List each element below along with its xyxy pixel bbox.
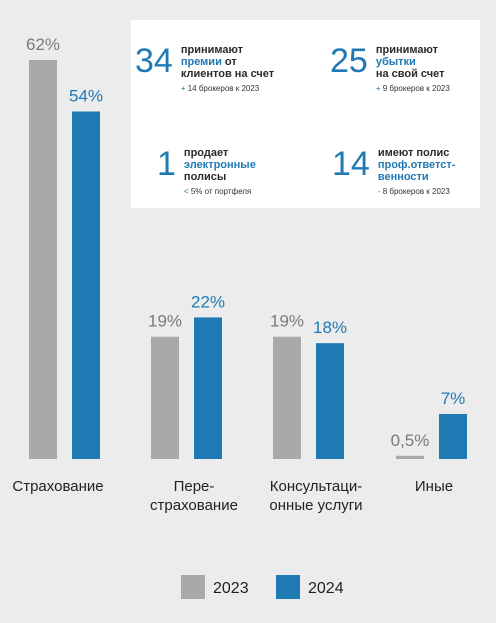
stat-note: 5% от портфеля	[188, 187, 252, 196]
stat-number: 14	[332, 145, 370, 183]
stat-note: 9 брокеров к 2023	[380, 84, 450, 93]
stat-e-policies: 1 продает электронные полисы < 5% от пор…	[157, 147, 256, 198]
stat-note-sign: <	[183, 187, 189, 196]
bar-2024-0	[72, 111, 100, 459]
category-label-3: Иные	[415, 478, 453, 495]
category-label-0: Страхование	[12, 478, 103, 495]
category-label-2: Консультаци-	[270, 478, 362, 495]
bar-2024-3	[439, 413, 467, 459]
stat-line-highlight: венности	[377, 171, 429, 183]
stat-number: 25	[330, 42, 368, 80]
stat-note: 8 брокеров к 2023	[380, 187, 450, 196]
stat-note-sign: +	[180, 84, 186, 93]
data-label-2023-2: 19%	[270, 312, 304, 331]
bar-2023-0	[29, 60, 57, 459]
stat-line: полисы	[183, 171, 227, 183]
data-label-2023-1: 19%	[148, 312, 182, 331]
bar-2023-1	[151, 336, 179, 459]
stat-line: на свой счет	[375, 68, 445, 80]
stat-line-highlight: проф.ответст-	[377, 159, 456, 171]
stat-line-highlight: премии	[180, 56, 222, 68]
stat-line: принимают	[180, 44, 243, 56]
stat-note-sign: +	[375, 84, 381, 93]
stats-panel: 34 принимают премии от клиентов на счет …	[131, 20, 480, 208]
data-label-2024-2: 18%	[313, 318, 347, 337]
category-label-1: Пере-	[174, 478, 215, 495]
stat-losses: 25 принимают убытки на свой счет + 9 бро…	[330, 44, 450, 95]
data-label-2023-3: 0,5%	[391, 431, 430, 450]
stat-line: принимают	[375, 44, 438, 56]
bar-2024-2	[316, 343, 344, 459]
stat-line: продает	[183, 147, 229, 159]
category-label-2: онные услуги	[269, 497, 362, 514]
bar-2023-3	[396, 455, 424, 459]
data-label-2024-1: 22%	[191, 292, 225, 311]
data-label-2024-0: 54%	[69, 86, 103, 105]
legend-swatch-2023	[181, 575, 205, 599]
stat-note: 14 брокеров к 2023	[185, 84, 260, 93]
data-label-2024-3: 7%	[441, 389, 466, 408]
stat-number: 1	[157, 145, 176, 183]
stat-line-highlight: электронные	[183, 159, 256, 171]
legend-label-2024: 2024	[308, 580, 344, 597]
stat-line-highlight: убытки	[375, 56, 416, 68]
category-label-1: страхование	[150, 497, 238, 514]
data-label-2023-0: 62%	[26, 35, 60, 54]
legend-label-2023: 2023	[213, 580, 249, 597]
stat-line-suffix: от	[221, 56, 237, 68]
bar-2024-1	[194, 317, 222, 459]
legend-swatch-2024	[276, 575, 300, 599]
stat-line: клиентов на счет	[180, 68, 275, 80]
stat-liability: 14 имеют полис проф.ответст- венности - …	[332, 147, 455, 198]
bar-2023-2	[273, 336, 301, 459]
stat-note-sign: -	[377, 187, 381, 196]
stat-line: имеют полис	[377, 147, 450, 159]
stat-number: 34	[135, 42, 173, 80]
stat-premiums: 34 принимают премии от клиентов на счет …	[135, 44, 274, 95]
